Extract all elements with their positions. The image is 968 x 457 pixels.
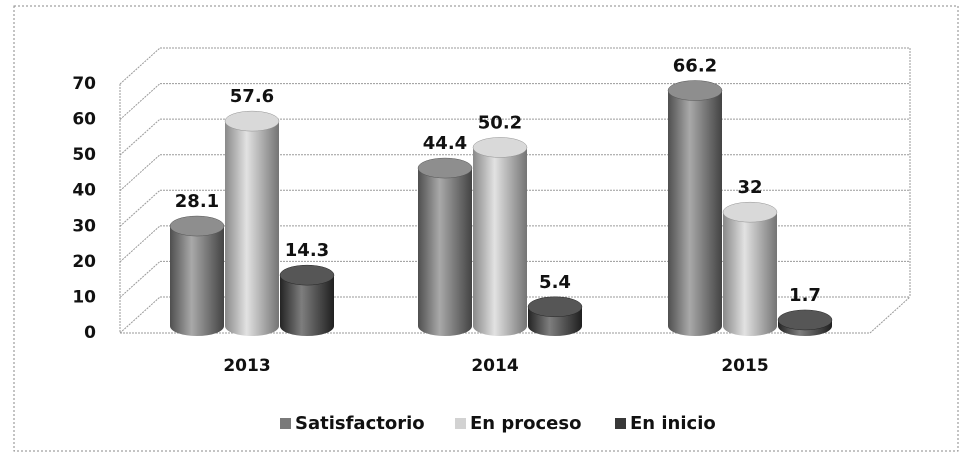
x-tick-label: 2015 bbox=[721, 356, 768, 376]
grid-line bbox=[119, 83, 161, 120]
bar bbox=[667, 80, 723, 336]
data-label: 14.3 bbox=[285, 240, 329, 261]
grid-line bbox=[119, 189, 161, 227]
grid-line bbox=[119, 296, 161, 334]
y-tick-label: 0 bbox=[84, 323, 96, 343]
chart-frame bbox=[13, 5, 959, 452]
y-tick-label: 10 bbox=[72, 287, 96, 307]
y-tick-label: 20 bbox=[72, 252, 96, 272]
grid-line bbox=[119, 261, 161, 298]
bar bbox=[224, 110, 280, 336]
floor-line bbox=[869, 296, 911, 334]
data-label: 66.2 bbox=[673, 56, 717, 77]
legend-swatch bbox=[280, 418, 291, 429]
grid-line bbox=[119, 225, 161, 263]
data-label: 32 bbox=[737, 177, 762, 198]
grid-line bbox=[119, 154, 161, 192]
bar bbox=[472, 137, 528, 336]
legend-label: Satisfactorio bbox=[295, 413, 425, 434]
legend-swatch bbox=[455, 418, 466, 429]
bar bbox=[279, 264, 335, 336]
bar bbox=[417, 157, 473, 336]
legend-label: En inicio bbox=[630, 413, 716, 434]
y-tick-label: 40 bbox=[72, 181, 96, 201]
legend-label: En proceso bbox=[470, 413, 581, 434]
grid-line bbox=[119, 47, 161, 85]
data-label: 57.6 bbox=[230, 86, 274, 107]
grid-line bbox=[119, 118, 161, 156]
data-label: 1.7 bbox=[789, 285, 821, 306]
data-label: 44.4 bbox=[423, 133, 467, 154]
data-label: 5.4 bbox=[539, 272, 571, 293]
bar bbox=[527, 296, 583, 336]
y-tick-label: 50 bbox=[72, 145, 96, 165]
x-tick-label: 2013 bbox=[223, 356, 270, 376]
bar bbox=[777, 309, 833, 336]
y-tick-label: 70 bbox=[72, 74, 96, 94]
x-tick-label: 2014 bbox=[471, 356, 518, 376]
bar bbox=[169, 215, 225, 336]
data-label: 50.2 bbox=[478, 112, 522, 133]
legend-swatch bbox=[615, 418, 626, 429]
y-tick-label: 60 bbox=[72, 110, 96, 130]
data-label: 28.1 bbox=[175, 191, 219, 212]
y-tick-label: 30 bbox=[72, 216, 96, 236]
bar bbox=[722, 201, 778, 336]
